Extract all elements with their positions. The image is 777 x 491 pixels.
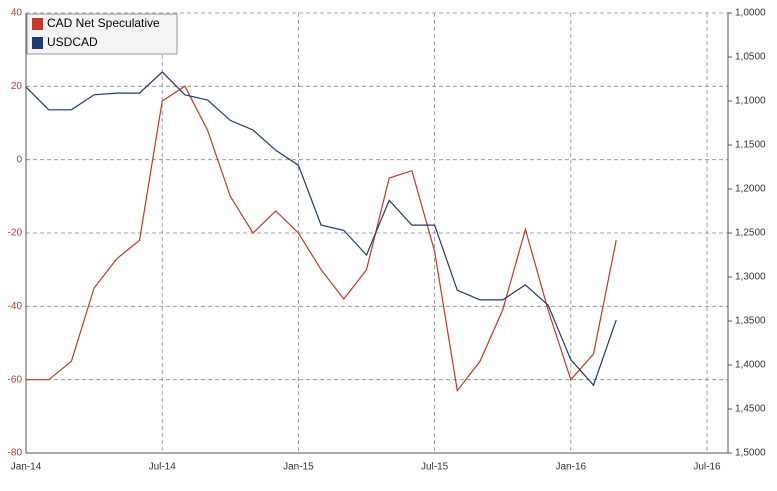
y2-tick-label: 1,3500 xyxy=(735,316,766,327)
y2-tick-label: 1,2000 xyxy=(735,184,766,195)
y2-tick-label: 1,3000 xyxy=(735,272,766,283)
y-tick-label: 20 xyxy=(11,81,23,92)
x-tick-label: Jul-15 xyxy=(421,462,449,473)
legend-label: USDCAD xyxy=(47,35,98,49)
x-tick-label: Jul-14 xyxy=(149,462,177,473)
y-tick-label: -20 xyxy=(8,228,23,239)
y-tick-label: 0 xyxy=(16,154,22,165)
y2-tick-label: 1,1500 xyxy=(735,140,766,151)
y2-tick-label: 1,5000 xyxy=(735,448,766,459)
legend-label: CAD Net Speculative xyxy=(47,16,160,30)
y2-tick-label: 1,0500 xyxy=(735,52,766,63)
y2-tick-label: 1,4000 xyxy=(735,360,766,371)
legend-swatch xyxy=(32,37,43,49)
y-tick-label: -80 xyxy=(8,448,23,459)
y-tick-label: -40 xyxy=(8,301,23,312)
x-tick-label: Jan-16 xyxy=(556,462,587,473)
legend xyxy=(26,13,178,55)
x-tick-label: Jan-15 xyxy=(283,462,314,473)
x-tick-label: Jan-14 xyxy=(11,462,42,473)
series-line xyxy=(26,85,617,393)
y-tick-label: 40 xyxy=(11,8,23,19)
y-tick-label: -60 xyxy=(8,374,23,385)
y2-tick-label: 1,2500 xyxy=(735,228,766,239)
y2-tick-label: 1,1000 xyxy=(735,96,766,107)
y2-tick-label: 1,0000 xyxy=(735,8,766,19)
series-line xyxy=(25,71,617,387)
x-tick-label: Jul-16 xyxy=(693,462,721,473)
legend-swatch xyxy=(32,18,43,30)
y2-tick-label: 1,4500 xyxy=(735,404,766,415)
